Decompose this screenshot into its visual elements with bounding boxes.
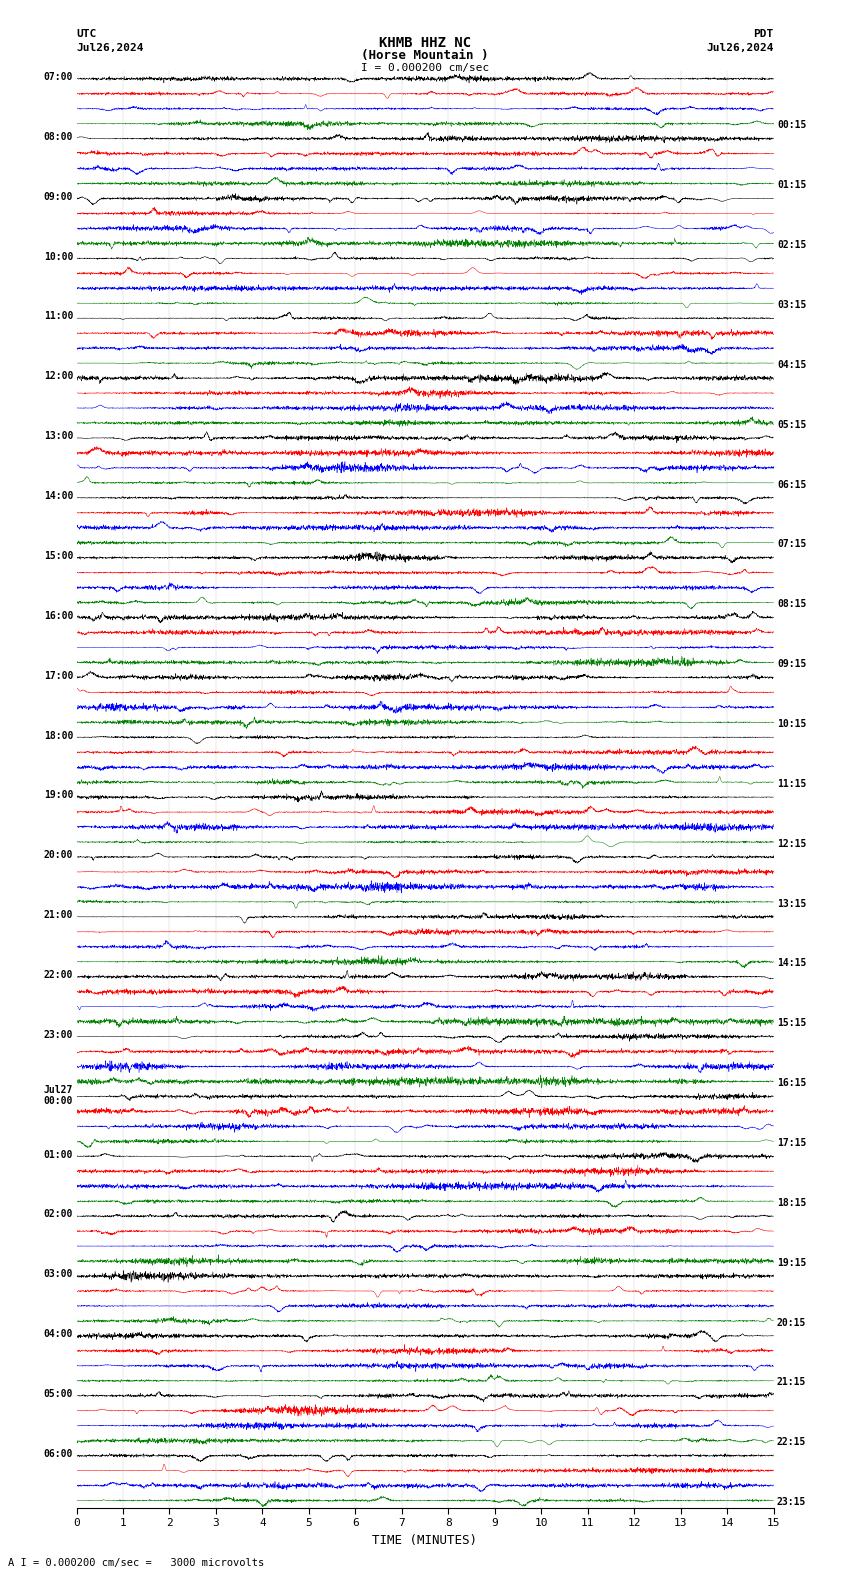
- Text: 03:00: 03:00: [43, 1269, 73, 1280]
- Text: 18:00: 18:00: [43, 730, 73, 740]
- Text: 01:15: 01:15: [777, 181, 807, 190]
- Text: 04:15: 04:15: [777, 360, 807, 369]
- Text: 10:00: 10:00: [43, 252, 73, 261]
- Text: 06:15: 06:15: [777, 480, 807, 489]
- Text: 22:15: 22:15: [777, 1437, 807, 1448]
- Text: 23:00: 23:00: [43, 1030, 73, 1039]
- Text: 21:00: 21:00: [43, 911, 73, 920]
- Text: 15:00: 15:00: [43, 551, 73, 561]
- Text: Jul26,2024: Jul26,2024: [76, 43, 144, 52]
- Text: PDT: PDT: [753, 29, 774, 38]
- Text: 08:00: 08:00: [43, 131, 73, 143]
- Text: 19:15: 19:15: [777, 1258, 807, 1267]
- Text: 20:00: 20:00: [43, 851, 73, 860]
- Text: 01:00: 01:00: [43, 1150, 73, 1159]
- Text: 22:00: 22:00: [43, 969, 73, 980]
- Text: 20:15: 20:15: [777, 1318, 807, 1327]
- Text: Jul27: Jul27: [43, 1085, 73, 1095]
- Text: 16:00: 16:00: [43, 611, 73, 621]
- Text: 15:15: 15:15: [777, 1019, 807, 1028]
- Text: 18:15: 18:15: [777, 1198, 807, 1209]
- Text: 17:00: 17:00: [43, 670, 73, 681]
- Text: 00:15: 00:15: [777, 120, 807, 130]
- Text: 05:00: 05:00: [43, 1389, 73, 1399]
- Text: I = 0.000200 cm/sec: I = 0.000200 cm/sec: [361, 63, 489, 73]
- Text: 13:15: 13:15: [777, 898, 807, 909]
- Text: 12:15: 12:15: [777, 840, 807, 849]
- Text: 13:00: 13:00: [43, 431, 73, 442]
- Text: 17:15: 17:15: [777, 1137, 807, 1148]
- Text: 09:15: 09:15: [777, 659, 807, 668]
- Text: 11:15: 11:15: [777, 779, 807, 789]
- Text: 00:00: 00:00: [43, 1096, 73, 1106]
- Text: 14:00: 14:00: [43, 491, 73, 501]
- Text: A I = 0.000200 cm/sec =   3000 microvolts: A I = 0.000200 cm/sec = 3000 microvolts: [8, 1559, 264, 1568]
- Text: 16:15: 16:15: [777, 1079, 807, 1088]
- Text: 05:15: 05:15: [777, 420, 807, 429]
- Text: 02:00: 02:00: [43, 1210, 73, 1220]
- X-axis label: TIME (MINUTES): TIME (MINUTES): [372, 1533, 478, 1548]
- Text: 09:00: 09:00: [43, 192, 73, 201]
- Text: 06:00: 06:00: [43, 1449, 73, 1459]
- Text: 08:15: 08:15: [777, 599, 807, 610]
- Text: 02:15: 02:15: [777, 241, 807, 250]
- Text: 11:00: 11:00: [43, 312, 73, 322]
- Text: 23:15: 23:15: [777, 1497, 807, 1508]
- Text: 07:15: 07:15: [777, 540, 807, 550]
- Text: 07:00: 07:00: [43, 71, 73, 82]
- Text: Jul26,2024: Jul26,2024: [706, 43, 774, 52]
- Text: 14:15: 14:15: [777, 958, 807, 968]
- Text: (Horse Mountain ): (Horse Mountain ): [361, 49, 489, 62]
- Text: 10:15: 10:15: [777, 719, 807, 729]
- Text: UTC: UTC: [76, 29, 97, 38]
- Text: 19:00: 19:00: [43, 790, 73, 800]
- Text: 21:15: 21:15: [777, 1378, 807, 1388]
- Text: KHMB HHZ NC: KHMB HHZ NC: [379, 36, 471, 51]
- Text: 03:15: 03:15: [777, 299, 807, 310]
- Text: 12:00: 12:00: [43, 371, 73, 382]
- Text: 04:00: 04:00: [43, 1329, 73, 1338]
